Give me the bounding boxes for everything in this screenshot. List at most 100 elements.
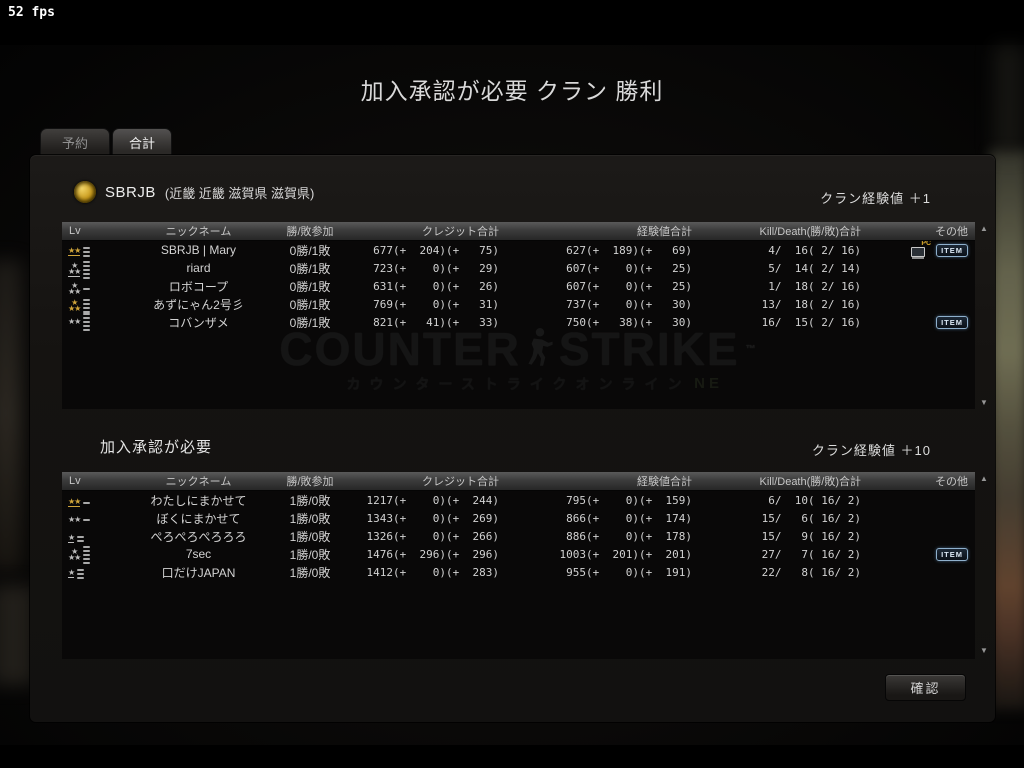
credit-total: 1343(+ 0)(+ 269) xyxy=(366,511,499,525)
kill-death-total: 4/ 16( 2/ 16) xyxy=(761,243,861,257)
rank-icon: ★★ xyxy=(62,312,91,332)
player-name: SBRJB | Mary xyxy=(160,243,237,257)
clan-exp-gain-2: クラン経験値 ＋10 xyxy=(811,443,931,458)
credit-total: 769(+ 0)(+ 31) xyxy=(373,297,499,311)
scroll-down-icon[interactable]: ▼ xyxy=(980,398,988,407)
watermark-online-fragment: NE xyxy=(694,375,723,392)
rank-icon: ★ xyxy=(62,568,85,580)
player-row: ★ ★★ 7sec 1勝/0敗 1476(+ 296)(+ 296) 1003(+ 201… xyxy=(62,545,975,565)
player-row: ★ 口だけJAPAN 1勝/0敗 1412(+ 0)(+ 283) 955(+ 0)(+… xyxy=(62,563,975,581)
clan-emblem-icon xyxy=(74,181,96,203)
kill-death-total: 6/ 10( 16/ 2) xyxy=(761,493,861,507)
win-loss: 1勝/0敗 xyxy=(289,547,331,562)
column-header: Lv xyxy=(69,225,81,237)
player-row: ★★ わたしにまかせて 1勝/0敗 1217(+ 0)(+ 244) 795(+ 0)(… xyxy=(62,491,975,509)
item-badge: ITEM xyxy=(936,243,968,257)
column-header: Lv xyxy=(69,475,81,487)
scroll-up-icon[interactable]: ▲ xyxy=(980,224,988,233)
rank-icon: ★★ xyxy=(62,246,91,258)
results-table-pending: Lv ニックネーム 勝/敗参加 クレジット合計 経験値合計 Kill/Death(勝/敗)… xyxy=(62,472,975,659)
credit-total: 1476(+ 296)(+ 296) xyxy=(366,547,499,561)
exp-total: 955(+ 0)(+ 191) xyxy=(566,565,692,579)
pc-cafe-icon: PC xyxy=(910,241,931,258)
table-body: COUNTER STRIKE ™ カウンターストライクオンライン NE ★★ SB… xyxy=(62,241,975,409)
watermark-subtitle: カウンターストライクオンライン xyxy=(346,376,691,392)
column-header: Kill/Death(勝/敗)合計 xyxy=(759,226,861,238)
win-loss: 0勝/1敗 xyxy=(289,261,331,276)
credit-total: 1217(+ 0)(+ 244) xyxy=(366,493,499,507)
watermark-counter-text: COUNTER xyxy=(279,323,521,375)
scrollbar-table-1: ▲ ▼ xyxy=(977,225,991,407)
item-badge: ITEM xyxy=(936,547,968,561)
soldier-silhouette-icon xyxy=(528,328,553,366)
rank-icon: ★ ★★ xyxy=(62,260,91,280)
exp-total: 750(+ 38)(+ 30) xyxy=(566,315,692,329)
fps-counter: 52 fps xyxy=(8,5,55,20)
exp-total: 607(+ 0)(+ 25) xyxy=(566,279,692,293)
player-row: ★★ ぼくにまかせて 1勝/0敗 1343(+ 0)(+ 269) 866(+ 0)(+… xyxy=(62,509,975,527)
pending-clan-title: 加入承認が必要 xyxy=(100,439,213,456)
background-blur-left xyxy=(0,260,22,570)
background-blur-right xyxy=(990,150,1024,710)
clan-exp-gain-1: クラン経験値 ＋1 xyxy=(820,191,931,206)
player-name: ぼくにまかせて xyxy=(156,511,241,526)
exp-total: 866(+ 0)(+ 174) xyxy=(566,511,692,525)
player-row: ★★ コバンザメ 0勝/1敗 821(+ 41)(+ 33) 750(+ 38)(+ 3… xyxy=(62,313,975,331)
kill-death-total: 16/ 15( 2/ 16) xyxy=(761,315,861,329)
tab-total[interactable]: 合計 xyxy=(112,128,172,155)
clan-header: SBRJB (近畿 近畿 滋賀県 滋賀県) xyxy=(74,181,314,203)
exp-total: 795(+ 0)(+ 159) xyxy=(566,493,692,507)
player-row: ★ ★★ riard 0勝/1敗 723(+ 0)(+ 29) 607(+ 0)(+ 25… xyxy=(62,259,975,280)
kill-death-total: 13/ 18( 2/ 16) xyxy=(761,297,861,311)
kill-death-total: 15/ 9( 16/ 2) xyxy=(761,529,861,543)
win-loss: 0勝/1敗 xyxy=(289,279,331,294)
rank-icon: ★ ★★ xyxy=(62,282,91,296)
column-header: その他 xyxy=(935,476,968,488)
player-name: 口だけJAPAN xyxy=(161,565,236,580)
kill-death-total: 15/ 6( 16/ 2) xyxy=(761,511,861,525)
rank-icon: ★ ★★ xyxy=(62,298,91,314)
page-title: 加入承認が必要 クラン 勝利 xyxy=(360,78,664,104)
player-name: あずにゃん2号彡 xyxy=(153,297,244,312)
watermark-tm: ™ xyxy=(745,344,758,355)
credit-total: 1326(+ 0)(+ 266) xyxy=(366,529,499,543)
column-header: クレジット合計 xyxy=(422,476,499,488)
credit-total: 677(+ 204)(+ 75) xyxy=(373,243,499,257)
player-name: ぺろぺろぺろろろ xyxy=(150,529,247,544)
column-header: ニックネーム xyxy=(165,226,232,238)
column-header: 経験値合計 xyxy=(637,476,692,488)
column-header: 経験値合計 xyxy=(637,226,692,238)
column-header: 勝/敗参加 xyxy=(286,476,334,488)
background-blur-bottom-left xyxy=(0,585,34,685)
kill-death-total: 22/ 8( 16/ 2) xyxy=(761,565,861,579)
player-name: riard xyxy=(186,261,211,275)
player-name: 7sec xyxy=(185,547,212,561)
table-body: ★ ★ わたしにまかせて 1勝/0敗 1217(+ 0)(+ 244) 795(+ 0)(… xyxy=(62,491,975,659)
table-header: Lv ニックネーム 勝/敗参加 クレジット合計 経験値合計 Kill/Death(勝/敗)… xyxy=(62,472,975,491)
player-row: ★ ★★ あずにゃん2号彡 0勝/1敗 769(+ 0)(+ 31) 737(+ 0)(+… xyxy=(62,295,975,313)
win-loss: 1勝/0敗 xyxy=(289,565,331,580)
player-row: ★ ぺろぺろぺろろろ 1勝/0敗 1326(+ 0)(+ 266) 886(+ 0)(+… xyxy=(62,527,975,545)
item-badge: ITEM xyxy=(936,315,968,329)
results-table-winner: Lv ニックネーム 勝/敗参加 クレジット合計 経験値合計 Kill/Death(勝/敗)… xyxy=(62,222,975,409)
counter-strike-watermark: COUNTER STRIKE ™ カウンターストライクオンライン NE xyxy=(62,323,975,394)
player-name: わたしにまかせて xyxy=(150,493,247,508)
confirm-button[interactable]: 確認 xyxy=(885,674,966,701)
credit-total: 1412(+ 0)(+ 283) xyxy=(366,565,499,579)
credit-total: 821(+ 41)(+ 33) xyxy=(373,315,499,329)
kill-death-total: 5/ 14( 2/ 14) xyxy=(761,261,861,275)
rank-icon: ★ xyxy=(62,534,85,543)
player-name: ロボコープ xyxy=(168,279,229,294)
scroll-down-icon[interactable]: ▼ xyxy=(980,646,988,655)
win-loss: 0勝/1敗 xyxy=(289,243,331,258)
column-header: 勝/敗参加 xyxy=(286,226,334,238)
column-header: その他 xyxy=(935,226,968,238)
scroll-up-icon[interactable]: ▲ xyxy=(980,474,988,483)
rank-icon: ★ ★★ xyxy=(62,545,91,565)
background-blur-top-right xyxy=(994,45,1024,155)
clan-region: (近畿 近畿 滋賀県 滋賀県) xyxy=(164,185,315,201)
credit-total: 631(+ 0)(+ 26) xyxy=(373,279,499,293)
tab-reservation[interactable]: 予約 xyxy=(40,128,110,155)
watermark-strike-text: STRIKE xyxy=(558,323,740,375)
win-loss: 1勝/0敗 xyxy=(289,529,331,544)
